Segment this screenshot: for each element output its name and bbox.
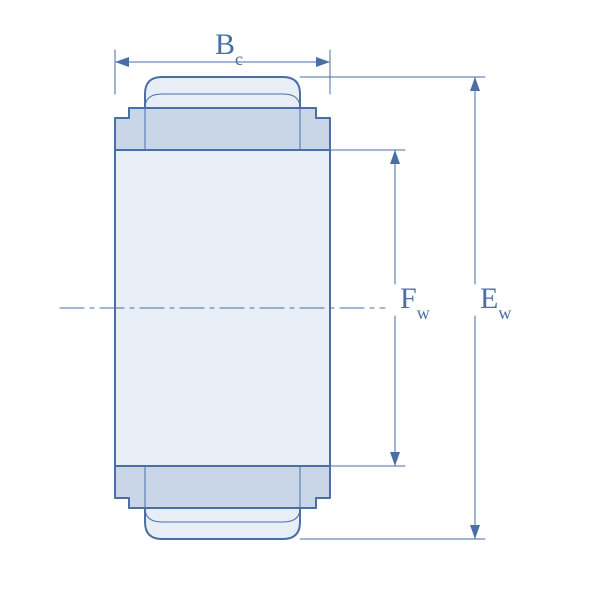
label-bc-main: B — [215, 28, 235, 61]
label-ew-main: E — [480, 282, 498, 315]
label-bc-sub: c — [235, 49, 243, 69]
label-ew-sub: w — [498, 303, 511, 323]
label-fw-sub: w — [417, 303, 430, 323]
label-fw-main: F — [400, 282, 417, 315]
label-fw: Fw — [400, 282, 430, 320]
label-ew: Ew — [480, 282, 511, 320]
label-bc: Bc — [215, 28, 243, 66]
